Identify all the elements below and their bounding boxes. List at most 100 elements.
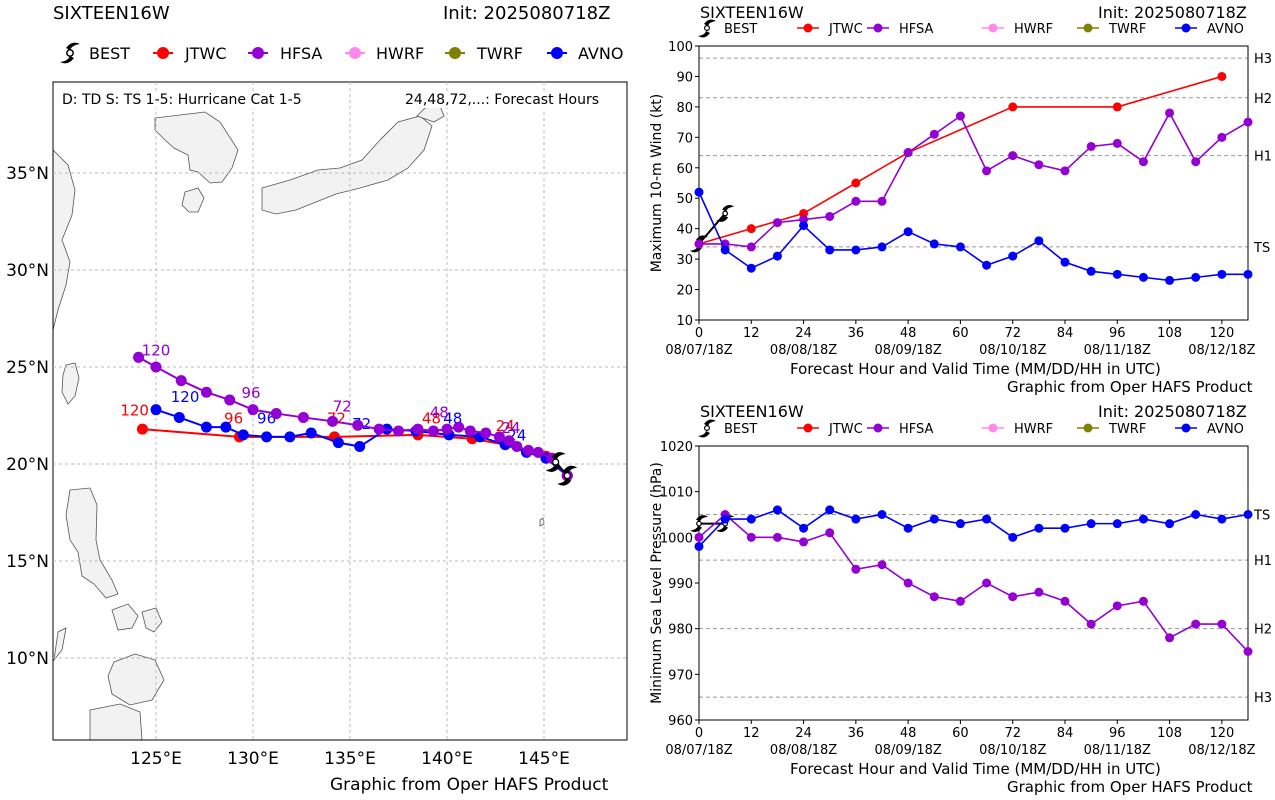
map-hfsa-point — [270, 408, 282, 420]
wind-xtick-label: 84 — [1057, 326, 1074, 341]
map-hfsa-point — [393, 425, 404, 437]
map-avno-point — [220, 421, 232, 433]
pres-ytick-label: 980 — [668, 623, 693, 638]
pres-xtick-label: 12 — [743, 726, 760, 741]
wind-best-swirl — [690, 235, 708, 253]
wind-best-eye — [722, 210, 729, 217]
map-best-eye — [551, 458, 560, 466]
map-avno-point — [261, 431, 273, 443]
pres-hfsa-point — [1034, 587, 1044, 597]
map-frame — [52, 81, 628, 741]
land-masses — [52, 105, 545, 741]
pres-avno-point — [799, 523, 809, 533]
wind-hfsa-point — [694, 239, 704, 249]
wind-hfsa-point — [1086, 141, 1096, 151]
map-best-point-icon — [545, 452, 566, 472]
wind-jtwc-point — [1008, 102, 1018, 112]
pres-avno-point — [982, 514, 992, 524]
wind-xtick-label: 12 — [743, 326, 760, 341]
pres-xtick-label: 108 — [1157, 726, 1182, 741]
map-lon-label: 140°E — [421, 749, 473, 769]
wind-hfsa-point — [1165, 108, 1175, 118]
map-lon-label: 125°E — [130, 749, 182, 769]
map-hfsa-point — [532, 446, 544, 458]
wind-hfsa-point — [877, 196, 887, 206]
wind-hfsa-point — [982, 166, 992, 176]
map-hfsa-point — [373, 423, 385, 435]
wind-xtick-label: 36 — [848, 326, 865, 341]
map-hfsa-point — [224, 394, 236, 406]
wind-legend-jtwc-marker — [803, 23, 813, 33]
wind-avno-point — [799, 221, 809, 231]
map-lon-label: 130°E — [227, 749, 279, 769]
map-hfsa-point — [522, 444, 534, 456]
wind-hfsa-point — [903, 148, 913, 158]
wind-best-point-icon — [716, 204, 735, 222]
pres-hfsa-point — [1060, 596, 1070, 606]
pres-avno-point — [1008, 532, 1018, 542]
wind-hfsa-point — [1217, 132, 1227, 142]
land-korea — [154, 111, 239, 184]
map-lat-label: 20°N — [6, 455, 49, 475]
map-hfsa-point — [503, 435, 515, 447]
wind-xtick-label: 24 — [795, 326, 812, 341]
wind-threshold-label-h1: H1 — [1254, 150, 1272, 165]
map-hfsa-point — [441, 423, 453, 435]
wind-avno-point — [1243, 269, 1253, 279]
pres-threshold-label-ts: TS — [1253, 509, 1270, 524]
wind-avno-point — [877, 242, 887, 252]
pres-threshold-label-h3: H3 — [1254, 691, 1272, 706]
land-mindanao — [107, 653, 165, 706]
wind-xtick-label: 48 — [900, 326, 917, 341]
pres-hfsa-point — [1191, 619, 1201, 629]
map-lat-label: 35°N — [6, 164, 49, 184]
land-taiwan — [61, 362, 80, 405]
pres-avno-point — [694, 541, 704, 551]
pres-legend-avno: AVNO — [1207, 422, 1244, 437]
wind-legend-hwrf: HWRF — [1014, 22, 1053, 37]
wind-date-label: 08/09/18Z — [874, 343, 941, 358]
wind-ytick-label: 100 — [668, 40, 693, 55]
wind-hfsa-point — [929, 129, 939, 139]
wind-hfsa-point — [1138, 157, 1148, 167]
wind-legend-best-swirl — [698, 19, 716, 38]
pres-avno-point — [720, 514, 730, 524]
pres-avno-point — [825, 505, 835, 515]
pres-xtick-label: 36 — [848, 726, 865, 741]
map-hfsa-point — [352, 419, 364, 431]
map-lon-label: 145°E — [518, 749, 570, 769]
wind-avno-point — [903, 227, 913, 237]
pres-hfsa-point — [746, 532, 756, 542]
wind-ytick-label: 90 — [676, 70, 693, 85]
pres-hfsa-point — [694, 532, 704, 542]
wind-hfsa-point — [825, 211, 835, 221]
map-hfsa-hour-label: 96 — [242, 384, 261, 402]
wind-avno-point — [1217, 269, 1227, 279]
pres-avno-point — [1138, 514, 1148, 524]
land-visayas — [111, 603, 163, 633]
wind-hfsa-point — [772, 218, 782, 228]
wind-avno-point — [1034, 236, 1044, 246]
pres-hfsa-point — [772, 532, 782, 542]
wind-avno-point — [720, 245, 730, 255]
pres-legend-avno-marker — [1181, 423, 1191, 433]
pres-series-avno-line — [698, 509, 1249, 548]
map-hfsa-point — [453, 421, 465, 433]
map-jtwc-hour-label: 24 — [496, 417, 515, 435]
pres-date-label: 08/09/18Z — [874, 743, 941, 758]
wind-credit: Graphic from Oper HAFS Product — [1007, 378, 1253, 396]
pres-hfsa-point — [1217, 619, 1227, 629]
pres-hfsa-point — [1243, 647, 1253, 656]
wind-date-label: 08/08/18Z — [770, 343, 837, 358]
pres-legend-jtwc-marker — [803, 423, 813, 433]
pres-legend-hwrf-marker — [988, 423, 998, 433]
wind-init-time: Init: 2025080718Z — [1098, 3, 1247, 22]
wind-date-label: 08/11/18Z — [1084, 343, 1151, 358]
wind-date-label: 08/12/18Z — [1188, 343, 1255, 358]
wind-avno-point — [1138, 272, 1148, 282]
pres-hfsa-point — [929, 592, 939, 602]
map-best-eye — [563, 471, 571, 480]
pres-frame — [698, 445, 1249, 721]
wind-jtwc-point — [851, 178, 861, 188]
wind-avno-point — [982, 260, 992, 270]
